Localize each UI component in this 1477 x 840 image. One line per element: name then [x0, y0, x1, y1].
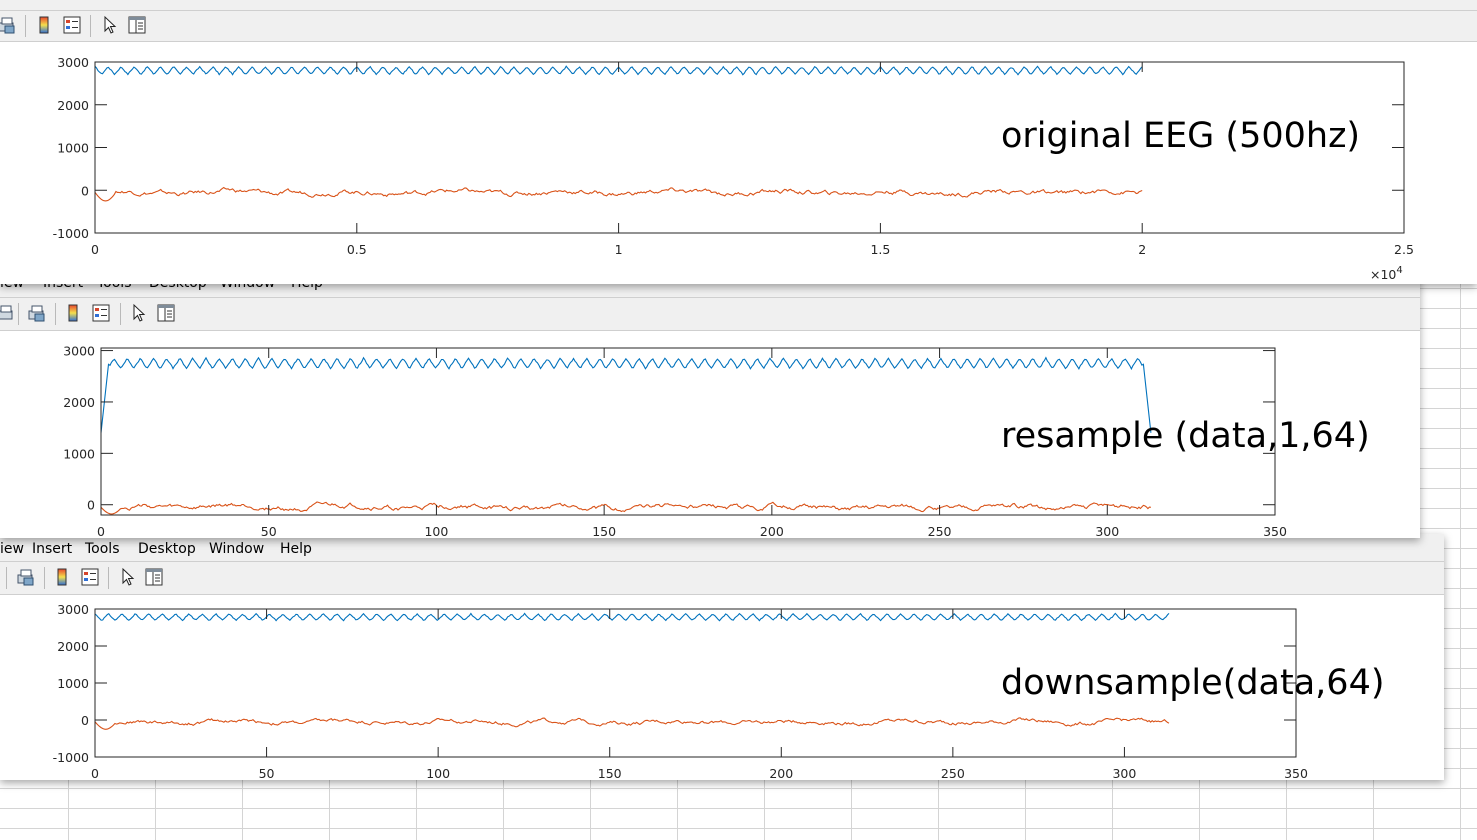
x-tick-label: 200 — [760, 524, 784, 539]
y-tick-label: 1000 — [63, 446, 95, 461]
x-tick-label: 150 — [592, 524, 616, 539]
pointer-icon[interactable] — [118, 567, 138, 587]
menu-view[interactable]: iew — [0, 541, 24, 557]
chart-annotation: downsample(data,64) — [1001, 663, 1385, 703]
x-tick-label: 1 — [615, 242, 623, 257]
y-tick-label: -1000 — [53, 226, 89, 241]
property-editor-icon[interactable] — [127, 15, 147, 35]
figure-1-axes: 0 0.5 1 1.5 2 2.5-10000100020003000×104origin… — [53, 55, 1414, 282]
x-tick-label: 100 — [426, 766, 450, 781]
y-tick-label: 3000 — [57, 55, 89, 70]
series-line-1 — [100, 356, 1152, 433]
colorbar-icon[interactable] — [34, 15, 54, 35]
print-preview-icon[interactable] — [16, 567, 36, 587]
toolbar-separator — [6, 567, 7, 589]
x-tick-label: 2 — [1138, 242, 1146, 257]
legend-icon[interactable] — [62, 15, 82, 35]
print-preview-icon[interactable] — [27, 303, 47, 323]
toolbar-separator — [120, 303, 121, 325]
y-tick-label: 1000 — [57, 676, 89, 691]
property-editor-icon[interactable] — [144, 567, 164, 587]
series-line-2 — [100, 501, 1151, 515]
y-tick-label: 2000 — [57, 639, 89, 654]
x-tick-label: 0 — [91, 766, 99, 781]
figure-toolbar — [0, 297, 1420, 331]
x-tick-label: 150 — [598, 766, 622, 781]
x-tick-label: 0 — [91, 242, 99, 257]
x-tick-label: 50 — [259, 766, 275, 781]
toolbar-separator — [44, 567, 45, 589]
property-editor-icon[interactable] — [156, 303, 176, 323]
x-exponent-label: ×104 — [1370, 265, 1403, 282]
series-line-2 — [94, 186, 1143, 202]
menu-window[interactable]: Window — [209, 541, 265, 557]
figure-window-2: iew Insert Tools Desktop Window Help — [0, 270, 1420, 538]
toolbar-separator — [18, 303, 19, 325]
y-tick-label: -1000 — [53, 750, 89, 765]
plot-area-background — [0, 595, 1444, 780]
y-tick-label: 0 — [81, 713, 89, 728]
x-tick-label: 100 — [424, 524, 448, 539]
toolbar-separator — [90, 15, 91, 37]
print-icon[interactable] — [0, 303, 16, 323]
series-line-1 — [94, 612, 1170, 622]
legend-icon[interactable] — [80, 567, 100, 587]
chart-annotation: original EEG (500hz) — [1001, 116, 1360, 156]
x-tick-label: 250 — [941, 766, 965, 781]
axes-box — [100, 347, 1276, 516]
colorbar-icon[interactable] — [52, 567, 72, 587]
print-preview-icon[interactable] — [0, 15, 17, 35]
figure-toolbar — [0, 10, 1477, 42]
series-line-2 — [94, 717, 1170, 730]
menu-bar: iew Insert Tools Desktop Window Help — [0, 537, 1444, 561]
x-tick-label: 200 — [769, 766, 793, 781]
toolbar-separator — [55, 303, 56, 325]
x-tick-label: 1.5 — [870, 242, 890, 257]
y-tick-label: 1000 — [57, 141, 89, 156]
x-tick-label: 350 — [1263, 524, 1287, 539]
x-tick-label: 300 — [1095, 524, 1119, 539]
legend-icon[interactable] — [91, 303, 111, 323]
figure-2-axes: 0 50 100 150 200 250 300 350 0 1000 2000 3000 resamp… — [63, 344, 1370, 539]
figure-toolbar — [0, 561, 1444, 595]
y-tick-label: 3000 — [63, 344, 95, 359]
x-tick-label: 250 — [928, 524, 952, 539]
x-tick-label: 0 — [97, 524, 105, 539]
x-tick-label: 2.5 — [1394, 242, 1414, 257]
chart-annotation: resample (data,1,64) — [1001, 416, 1370, 456]
menu-desktop[interactable]: Desktop — [138, 541, 196, 557]
pointer-icon[interactable] — [129, 303, 149, 323]
figure-window-3: iew Insert Tools Desktop Window Help — [0, 534, 1444, 780]
x-tick-label: 300 — [1112, 766, 1136, 781]
x-tick-label: 0.5 — [347, 242, 367, 257]
y-tick-label: 0 — [87, 498, 95, 513]
menu-help[interactable]: Help — [280, 541, 312, 557]
colorbar-icon[interactable] — [63, 303, 83, 323]
x-tick-label: 350 — [1284, 766, 1308, 781]
figure-window-1 — [0, 0, 1477, 284]
toolbar-separator — [108, 567, 109, 589]
y-tick-label: 2000 — [63, 395, 95, 410]
menu-insert[interactable]: Insert — [32, 541, 73, 557]
pointer-icon[interactable] — [100, 15, 120, 35]
y-tick-label: 3000 — [57, 602, 89, 617]
figure-3-axes: 0 50 100 150 200 250 300 350-10000100020003000d… — [53, 602, 1385, 781]
menu-tools[interactable]: Tools — [85, 541, 120, 557]
y-tick-label: 2000 — [57, 98, 89, 113]
y-tick-label: 0 — [81, 183, 89, 198]
plot-area-background — [0, 42, 1477, 284]
x-tick-label: 50 — [261, 524, 277, 539]
toolbar-separator — [25, 15, 26, 37]
